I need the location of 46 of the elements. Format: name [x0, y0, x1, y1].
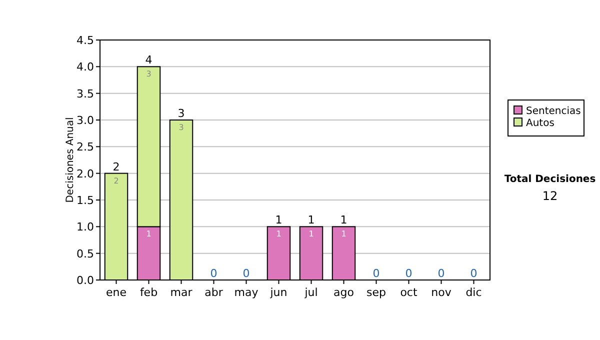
x-tick-label: may [234, 286, 259, 299]
y-tick-label: 0.5 [76, 247, 94, 260]
x-tick-label: nov [431, 286, 452, 299]
y-tick-label: 1.0 [76, 220, 94, 234]
y-tick-label: 3.0 [76, 114, 94, 127]
x-tick-label: abr [204, 286, 224, 299]
total-label: 1 [275, 214, 282, 227]
y-tick-label: 4.0 [76, 60, 94, 74]
data-label: 1 [341, 230, 346, 239]
x-tick-label: ago [334, 286, 354, 299]
x-tick-label: ene [106, 286, 127, 299]
legend-label: Sentencias [526, 106, 581, 117]
y-tick-label: 3.5 [76, 87, 94, 100]
total-label: 0 [372, 267, 380, 280]
data-label: 1 [276, 230, 282, 239]
y-axis-title: Decisiones Anual [65, 117, 76, 203]
total-label: 0 [438, 267, 445, 280]
total-label: 1 [308, 214, 315, 227]
x-tick-label: jul [304, 286, 318, 299]
data-label: 3 [178, 123, 184, 132]
x-tick-label: oct [400, 286, 418, 299]
total-label: 2 [112, 160, 120, 174]
total-label: 0 [210, 267, 218, 280]
x-tick-label: mar [170, 286, 193, 299]
data-label: 1 [308, 230, 314, 239]
total-label: 3 [178, 107, 185, 120]
y-tick-label: 0.0 [76, 274, 94, 287]
x-tick-label: jun [269, 286, 288, 299]
y-tick-label: 2.0 [76, 167, 94, 180]
data-label: 2 [114, 176, 119, 186]
total-label: 0 [405, 267, 412, 280]
x-tick-label: dic [466, 286, 482, 299]
total-label: 4 [145, 54, 152, 67]
total-label: 1 [340, 214, 348, 227]
y-tick-label: 2.5 [76, 140, 94, 154]
total-label: 0 [470, 267, 478, 280]
y-tick-label: 1.5 [76, 194, 94, 207]
text: Total Decisiones [504, 174, 596, 185]
x-tick-label: sep [366, 286, 386, 299]
legend-label: Autos [526, 118, 554, 129]
text: 12 [542, 189, 558, 203]
y-tick-label: 4.5 [76, 34, 94, 47]
x-tick-label: feb [140, 286, 158, 299]
data-label: 1 [146, 230, 152, 239]
data-label: 3 [146, 70, 152, 79]
total-label: 0 [242, 267, 250, 280]
